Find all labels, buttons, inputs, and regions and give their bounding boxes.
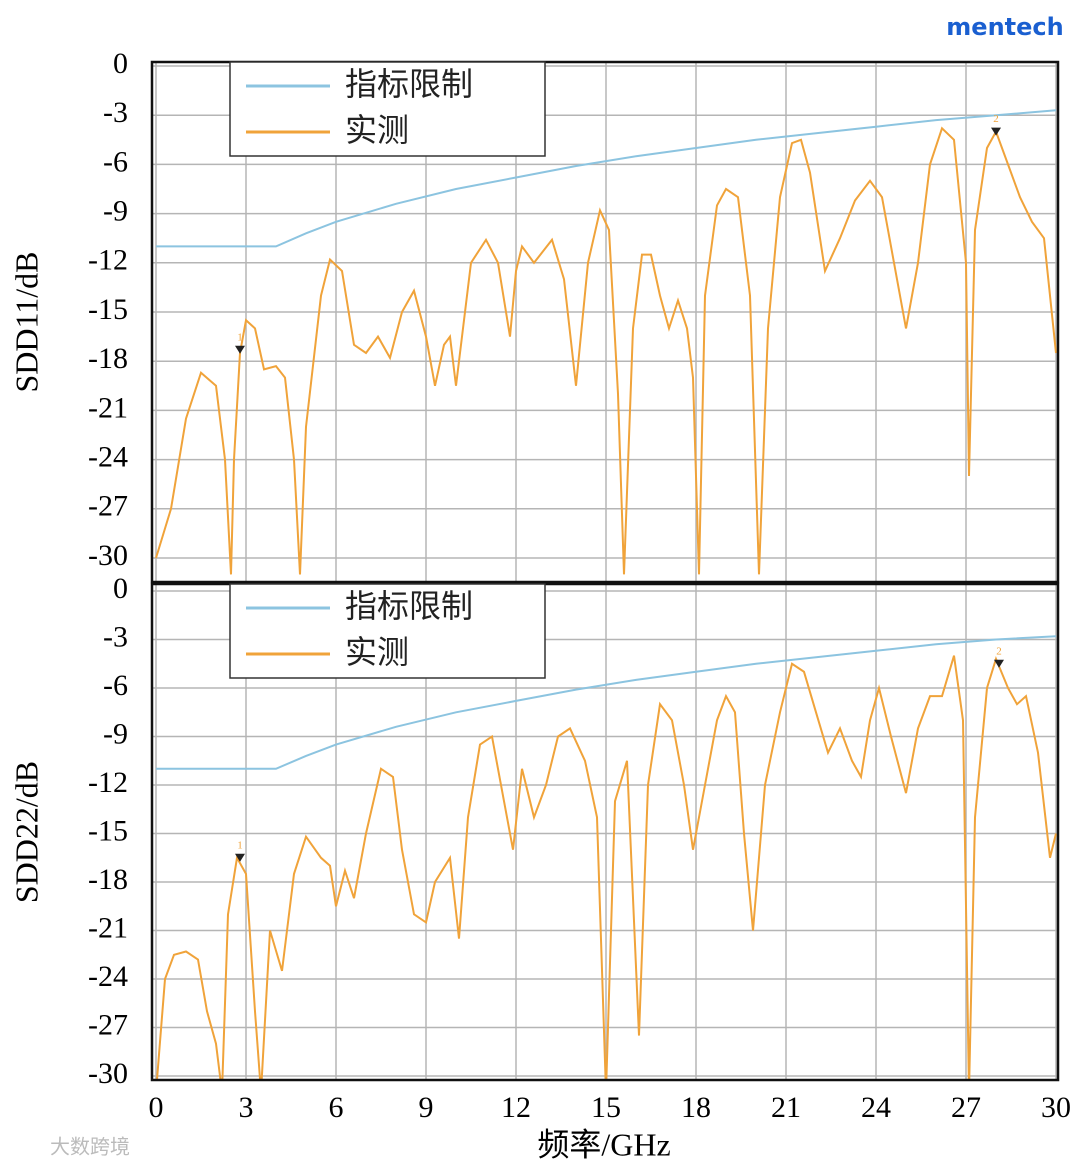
x-tick-label: 30 bbox=[1041, 1091, 1071, 1124]
y-tick-label: 0 bbox=[113, 47, 128, 80]
legend-label: 指标限制 bbox=[345, 587, 473, 625]
data-line bbox=[155, 655, 1057, 1080]
y-tick-label: -30 bbox=[88, 1057, 128, 1090]
y-tick-label: -30 bbox=[88, 539, 128, 572]
y-tick-label: -12 bbox=[88, 244, 128, 277]
x-tick-label: 18 bbox=[681, 1091, 711, 1124]
data-line bbox=[156, 635, 1057, 770]
marker bbox=[235, 853, 245, 862]
y-tick-label: -21 bbox=[88, 391, 128, 424]
y-tick-label: -15 bbox=[88, 293, 128, 326]
plot-frame bbox=[150, 60, 1060, 584]
logo: mentech bbox=[946, 13, 1063, 41]
y-tick-label: -27 bbox=[88, 1008, 128, 1041]
x-tick-label: 27 bbox=[951, 1091, 981, 1124]
y-axis-label: SDD22/dB bbox=[8, 761, 44, 903]
marker bbox=[235, 345, 245, 354]
y-tick-label: -12 bbox=[88, 766, 128, 799]
y-tick-label: -24 bbox=[88, 440, 128, 473]
plot-lines bbox=[155, 635, 1057, 1080]
marker-label: 1 bbox=[237, 839, 243, 851]
y-tick-label: -3 bbox=[103, 96, 128, 129]
data-line bbox=[156, 109, 1057, 248]
x-tick-label: 3 bbox=[239, 1091, 254, 1124]
x-tick-label: 12 bbox=[501, 1091, 531, 1124]
y-tick-label: 0 bbox=[113, 572, 128, 605]
x-tick-label: 6 bbox=[329, 1091, 344, 1124]
marker-label: 1 bbox=[237, 331, 243, 343]
y-tick-label: -15 bbox=[88, 814, 128, 847]
legend-label: 指标限制 bbox=[345, 65, 473, 103]
x-tick-label: 15 bbox=[591, 1091, 621, 1124]
x-axis-label: 频率/GHz bbox=[537, 1126, 670, 1162]
x-tick-label: 21 bbox=[771, 1091, 801, 1124]
marker-label: 2 bbox=[996, 645, 1002, 657]
x-tick-label: 0 bbox=[149, 1091, 164, 1124]
marker bbox=[991, 127, 1001, 136]
y-tick-label: -6 bbox=[103, 145, 128, 178]
y-tick-label: -6 bbox=[103, 669, 128, 702]
legend-label: 实测 bbox=[345, 111, 409, 149]
y-tick-label: -18 bbox=[88, 863, 128, 896]
y-tick-label: -21 bbox=[88, 911, 128, 944]
watermark: 大数跨境 bbox=[50, 1135, 130, 1159]
y-axis-label: SDD11/dB bbox=[8, 251, 44, 392]
y-tick-label: -9 bbox=[103, 194, 128, 227]
y-tick-label: -24 bbox=[88, 960, 128, 993]
data-line bbox=[155, 126, 1057, 575]
legend-label: 实测 bbox=[345, 633, 409, 671]
legend-box bbox=[229, 61, 546, 157]
marker-label: 2 bbox=[993, 113, 999, 125]
y-tick-label: -9 bbox=[103, 717, 128, 750]
y-tick-label: -3 bbox=[103, 620, 128, 653]
plot-frame bbox=[150, 582, 1060, 1082]
x-tick-label: 9 bbox=[419, 1091, 434, 1124]
plot-lines bbox=[155, 109, 1057, 575]
y-tick-label: -27 bbox=[88, 490, 128, 523]
x-tick-label: 24 bbox=[861, 1091, 891, 1124]
y-tick-label: -18 bbox=[88, 342, 128, 375]
legend-box bbox=[229, 583, 546, 679]
marker bbox=[994, 659, 1004, 668]
